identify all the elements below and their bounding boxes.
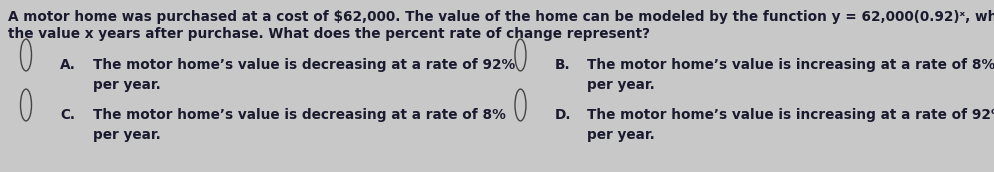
Text: per year.: per year.: [586, 128, 655, 142]
Text: per year.: per year.: [92, 78, 161, 92]
Text: C.: C.: [60, 108, 75, 122]
Text: The motor home’s value is decreasing at a rate of 92%: The motor home’s value is decreasing at …: [92, 58, 515, 72]
Text: The motor home’s value is increasing at a rate of 92%: The motor home’s value is increasing at …: [586, 108, 994, 122]
Text: per year.: per year.: [586, 78, 655, 92]
Text: B.: B.: [554, 58, 570, 72]
Text: The motor home’s value is increasing at a rate of 8%: The motor home’s value is increasing at …: [586, 58, 994, 72]
Text: A.: A.: [60, 58, 76, 72]
Text: the value x years after purchase. What does the percent rate of change represent: the value x years after purchase. What d…: [8, 27, 649, 41]
Text: D.: D.: [554, 108, 571, 122]
Text: per year.: per year.: [92, 128, 161, 142]
Text: A motor home was purchased at a cost of $62,000. The value of the home can be mo: A motor home was purchased at a cost of …: [8, 10, 994, 24]
Text: The motor home’s value is decreasing at a rate of 8%: The motor home’s value is decreasing at …: [92, 108, 505, 122]
